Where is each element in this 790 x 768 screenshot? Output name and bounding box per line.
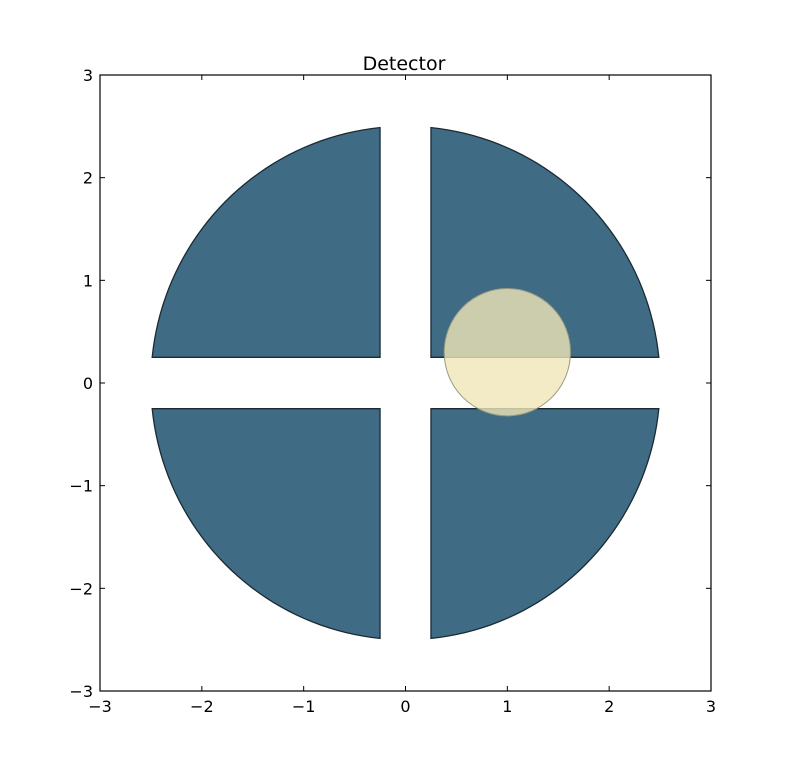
y-tick-label: −3 [69, 682, 93, 701]
axes: −3 −2 −1 0 1 2 3 −3 −2 −1 0 1 2 3 [69, 66, 716, 716]
x-tick-label: −2 [190, 697, 214, 716]
beam-spot [443, 288, 571, 417]
y-tick-label: 1 [83, 271, 93, 290]
x-tick-label: 1 [502, 697, 512, 716]
detector-quadrant-bottom-left [151, 408, 381, 640]
axes-frame [99, 74, 712, 692]
x-tick-label: 3 [706, 697, 716, 716]
y-tick-label: 3 [83, 66, 93, 85]
y-tick-label: 2 [83, 169, 93, 188]
x-tick-label: 0 [400, 697, 410, 716]
chart-title: Detector [363, 53, 446, 75]
y-tick-label: 0 [83, 374, 93, 393]
x-tick-label: −3 [88, 697, 112, 716]
y-tick-label: −2 [69, 579, 93, 598]
detector-quadrant-top-left [151, 126, 381, 358]
plot-area [151, 126, 660, 640]
x-tick-label: 2 [604, 697, 614, 716]
detector-quadrant-bottom-right [430, 408, 660, 640]
y-tick-label: −1 [69, 477, 93, 496]
x-tick-label: −1 [292, 697, 316, 716]
